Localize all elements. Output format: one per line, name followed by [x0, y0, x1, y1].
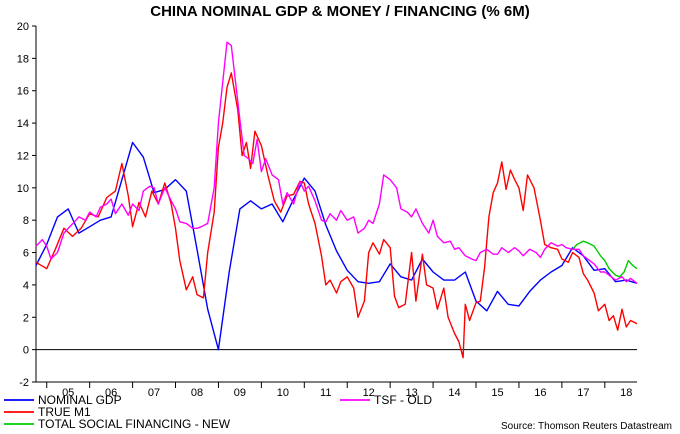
chart-title: CHINA NOMINAL GDP & MONEY / FINANCING (%… [150, 3, 529, 20]
series-line-total-social-financing-new [572, 240, 638, 278]
x-tick-label: 17 [577, 387, 589, 399]
legend-label: TOTAL SOCIAL FINANCING - NEW [38, 417, 231, 431]
legend-label: TRUE M1 [38, 405, 91, 419]
y-tick-label: 20 [17, 21, 29, 33]
y-axis: -2 0 2 4 6 8 10 12 14 16 18 20 [17, 21, 637, 389]
y-tick-label: 6 [23, 248, 29, 260]
source-note: Source: Thomson Reuters Datastream [501, 421, 672, 432]
y-tick-label: 12 [17, 150, 29, 162]
y-tick-label: 0 [23, 345, 29, 357]
y-tick-label: 16 [17, 86, 29, 98]
x-tick-label: 05 [62, 387, 74, 399]
x-tick-label: 18 [620, 387, 632, 399]
x-tick-label: 11 [320, 387, 331, 399]
y-tick-label: 2 [23, 312, 29, 324]
series-lines [35, 41, 638, 359]
x-tick-label: 10 [277, 387, 289, 399]
legend-label: NOMINAL GDP [38, 393, 122, 407]
legend-label: TSF - OLD [374, 393, 432, 407]
x-tick-label: 06 [105, 387, 117, 399]
series-line-true-m1 [35, 72, 638, 359]
y-tick-label: 14 [17, 118, 29, 130]
y-tick-label: 10 [17, 183, 29, 195]
y-tick-label: 8 [23, 215, 29, 227]
x-tick-label: 08 [191, 387, 203, 399]
x-tick-label: 12 [363, 387, 375, 399]
x-tick-label: 16 [534, 387, 546, 399]
x-tick-label: 15 [491, 387, 503, 399]
x-tick-label: 09 [234, 387, 246, 399]
y-tick-label: 18 [17, 53, 29, 65]
x-tick-label: 14 [448, 387, 460, 399]
series-line-tsf-old [35, 41, 638, 284]
y-tick-label: 4 [23, 280, 29, 292]
x-tick-label: 13 [406, 387, 418, 399]
x-axis: 05 06 07 08 09 10 11 12 13 14 15 16 17 18 [36, 381, 637, 399]
x-tick-label: 07 [148, 387, 160, 399]
series-line-nominal-gdp [35, 141, 638, 351]
y-tick-label: -2 [19, 377, 29, 389]
